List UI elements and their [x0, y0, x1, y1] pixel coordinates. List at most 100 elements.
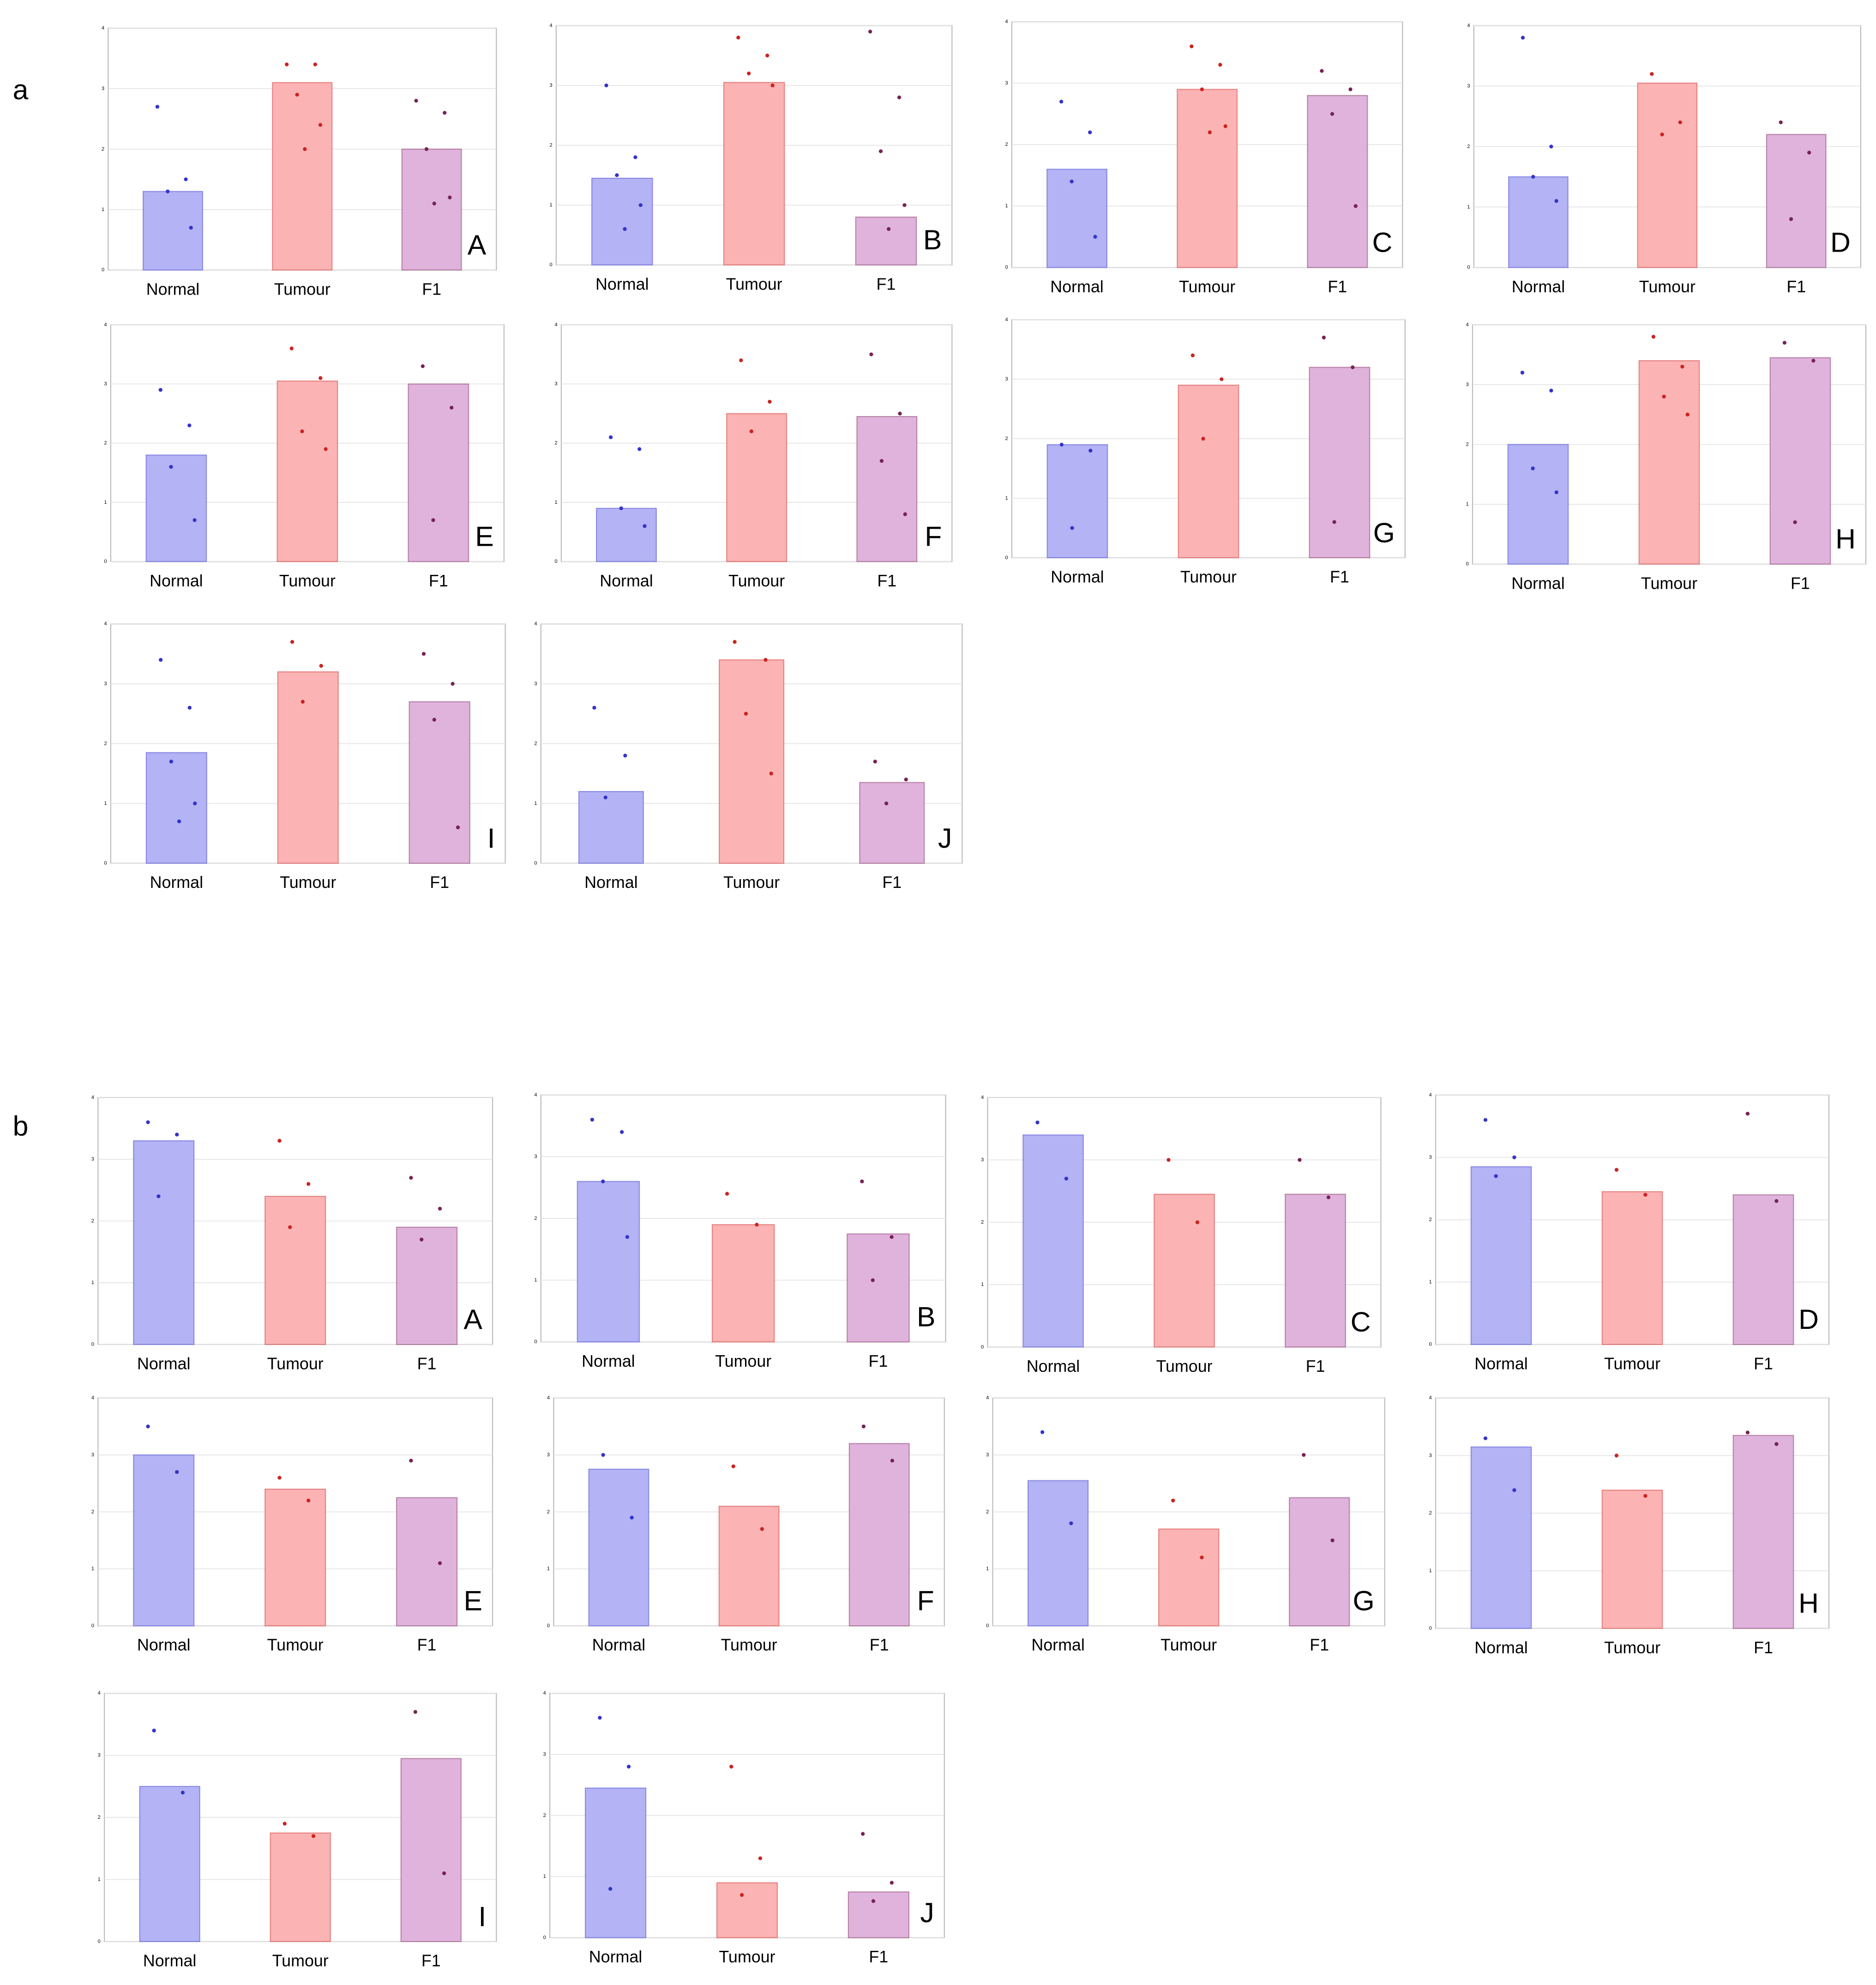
y-tick-label: 1	[1466, 501, 1469, 507]
x-tick-label: Normal	[1512, 278, 1565, 296]
y-tick-label: 1	[98, 1876, 101, 1882]
data-point	[1779, 120, 1783, 125]
data-point	[1190, 44, 1194, 48]
data-point	[731, 1464, 735, 1468]
x-tick-label: Normal	[1474, 1354, 1527, 1373]
data-point	[420, 1237, 424, 1242]
x-tick-label: Tumour	[279, 572, 336, 590]
y-tick-label: 0	[986, 1623, 989, 1629]
x-tick-label: F1	[870, 1636, 889, 1654]
bar	[142, 191, 204, 271]
bar	[277, 671, 339, 864]
data-point	[158, 658, 163, 662]
x-tick-label: Tumour	[267, 1636, 324, 1654]
data-point	[897, 95, 902, 100]
y-tick-label: 1	[1005, 495, 1008, 501]
y-tick-label: 4	[98, 1690, 101, 1696]
bar	[1766, 134, 1827, 268]
y-tick-label: 3	[91, 1452, 94, 1458]
y-tick-label: 0	[98, 1939, 101, 1944]
y-tick-label: 4	[549, 23, 552, 28]
data-point	[619, 506, 623, 510]
y-tick-label: 3	[1005, 80, 1008, 86]
data-point	[307, 1498, 311, 1502]
y-tick-label: 2	[1005, 436, 1008, 441]
bar	[1732, 1194, 1794, 1345]
panel-label: C	[1351, 1306, 1371, 1338]
data-point	[1088, 448, 1093, 453]
y-tick-label: 2	[98, 1815, 101, 1820]
data-point	[175, 1133, 179, 1137]
bar	[265, 1195, 326, 1345]
panel-label: H	[1835, 523, 1856, 555]
y-tick-label: 4	[547, 1395, 550, 1401]
y-tick-label: 2	[91, 1509, 94, 1514]
data-point	[1059, 99, 1064, 104]
y-tick-label: 3	[534, 1154, 537, 1159]
data-point	[1330, 112, 1335, 116]
data-point	[1320, 69, 1324, 73]
data-point	[630, 1515, 634, 1520]
data-point	[868, 30, 872, 34]
bar	[1022, 1134, 1084, 1348]
data-point	[1483, 1436, 1488, 1441]
data-point	[414, 98, 418, 103]
data-point	[1554, 490, 1558, 495]
data-point	[643, 524, 647, 528]
x-tick-label: F1	[877, 572, 896, 590]
bar	[723, 82, 785, 265]
data-point	[623, 227, 627, 231]
y-tick-label: 2	[543, 1813, 546, 1818]
data-point	[736, 36, 740, 40]
bar	[855, 217, 917, 265]
y-tick-label: 0	[1466, 561, 1469, 567]
y-tick-label: 4	[91, 1095, 94, 1100]
data-point	[725, 1192, 729, 1196]
data-point	[869, 352, 873, 356]
y-tick-label: 0	[1429, 1342, 1432, 1347]
y-tick-label: 3	[91, 1157, 94, 1162]
data-point	[1807, 151, 1811, 155]
section-label: a	[13, 74, 29, 105]
y-tick-label: 3	[1005, 376, 1008, 382]
data-point	[324, 447, 328, 451]
data-point	[1348, 87, 1353, 91]
data-point	[860, 1179, 864, 1183]
data-point	[637, 447, 642, 451]
data-point	[764, 658, 768, 662]
data-point	[169, 760, 174, 764]
y-tick-label: 2	[547, 1509, 550, 1514]
data-point	[1651, 335, 1656, 339]
y-tick-label: 1	[543, 1874, 546, 1879]
data-point	[409, 1176, 413, 1180]
data-point	[1298, 1158, 1302, 1162]
data-point	[638, 203, 643, 207]
data-point	[1200, 87, 1204, 91]
x-tick-label: Normal	[137, 1636, 190, 1654]
data-point	[769, 772, 773, 776]
bar	[856, 416, 918, 562]
x-tick-label: F1	[430, 873, 449, 892]
x-tick-label: Tumour	[1641, 574, 1697, 592]
bar	[1307, 95, 1368, 268]
bar	[726, 413, 788, 562]
y-tick-label: 2	[104, 741, 107, 746]
y-tick-label: 4	[104, 322, 107, 327]
data-point	[861, 1424, 866, 1429]
y-tick-label: 4	[1005, 317, 1008, 322]
x-tick-label: F1	[1328, 278, 1347, 296]
data-point	[424, 147, 429, 151]
y-tick-label: 0	[91, 1342, 94, 1347]
bar	[265, 1488, 326, 1627]
y-tick-label: 4	[1467, 23, 1470, 28]
y-tick-label: 2	[986, 1509, 989, 1514]
data-point	[758, 1856, 763, 1860]
data-point	[1332, 520, 1336, 524]
bar	[270, 1832, 331, 1943]
panel-label: E	[475, 521, 493, 552]
bar	[133, 1454, 195, 1627]
y-tick-label: 2	[981, 1219, 984, 1225]
data-point	[604, 83, 608, 88]
bar	[1769, 357, 1831, 565]
y-tick-label: 1	[102, 207, 104, 212]
